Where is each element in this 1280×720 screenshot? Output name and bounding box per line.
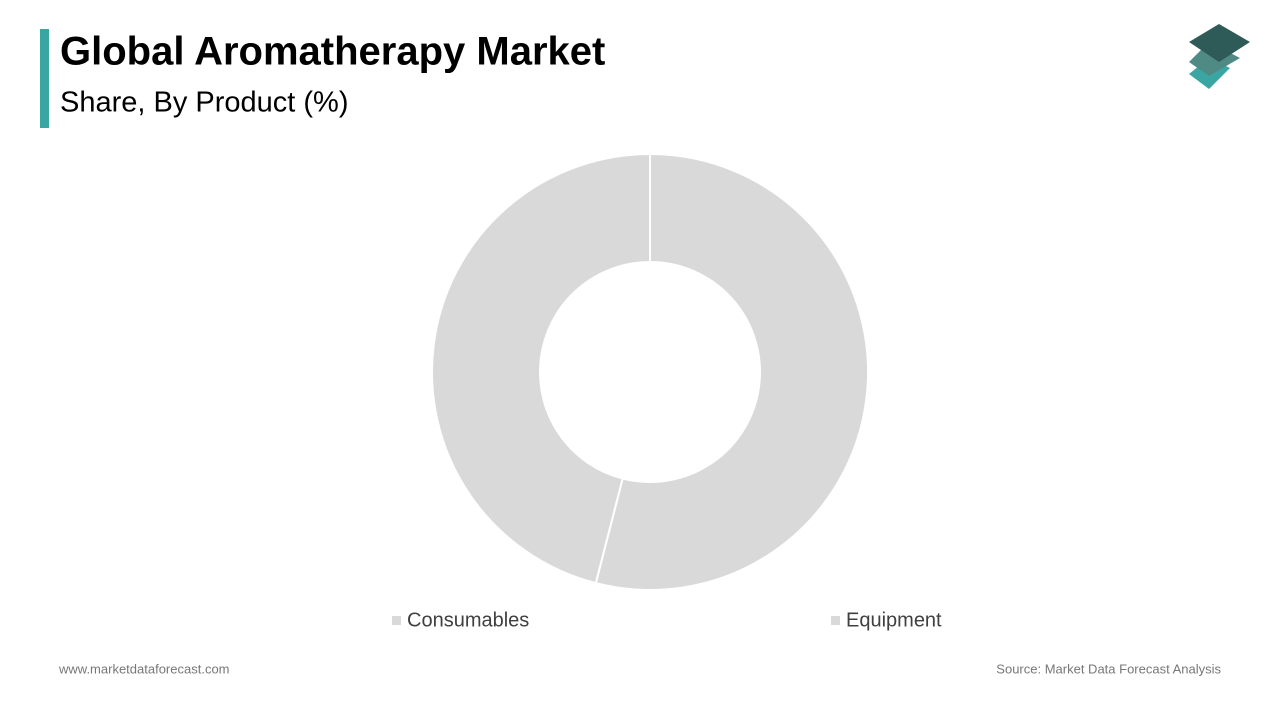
logo [1189, 24, 1250, 89]
legend-marker [831, 616, 840, 625]
title-accent [40, 29, 49, 128]
slice [431, 152, 651, 585]
slice [594, 152, 869, 591]
chart-subtitle: Share, By Product (%) [60, 87, 349, 119]
legend-label: Equipment [846, 609, 942, 631]
chart-title: Global Aromatherapy Market [60, 30, 605, 74]
footer-source: Source: Market Data Forecast Analysis [996, 661, 1221, 676]
legend-marker [392, 616, 401, 625]
legend-label: Consumables [407, 609, 529, 631]
footer-website: www.marketdataforecast.com [58, 661, 230, 676]
